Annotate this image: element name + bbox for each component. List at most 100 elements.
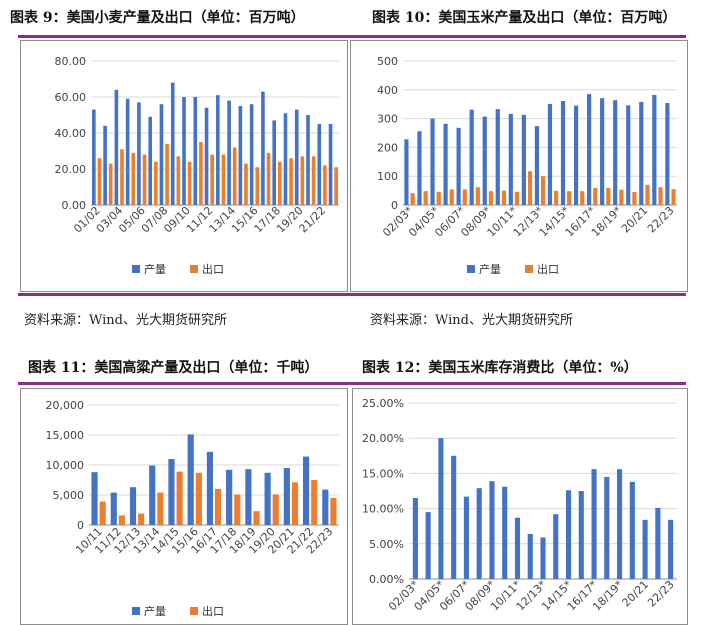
bar-export — [334, 167, 338, 205]
legend-label-export: 出口 — [537, 262, 559, 276]
y-tick-label: 500 — [377, 55, 398, 68]
bar-production — [168, 459, 175, 525]
legend-label-production: 产量 — [144, 262, 166, 276]
bar-production — [604, 476, 610, 579]
y-tick-label: 200 — [377, 141, 398, 154]
top-rule — [18, 35, 686, 38]
y-tick-label: 15.00% — [362, 467, 404, 480]
bar-production — [578, 491, 584, 579]
bar-export — [632, 192, 637, 205]
legend-swatch-production — [132, 265, 140, 273]
y-tick-label: 20.00 — [55, 163, 87, 176]
source-left: 资料来源：Wind、光大期货研究所 — [24, 313, 227, 328]
x-tick-label: 18/19* — [589, 204, 625, 240]
bar-export — [593, 188, 598, 205]
bar-production — [508, 113, 513, 205]
bar-export — [195, 472, 202, 525]
bar-production — [438, 438, 444, 579]
bar-production — [639, 101, 644, 205]
bar-production — [665, 103, 670, 205]
fig9-title: 图表 9：美国小麦产量及出口（单位：百万吨） — [10, 10, 305, 26]
y-tick-label: 10,000 — [46, 459, 85, 472]
bar-export — [253, 511, 260, 525]
bar-export — [606, 188, 611, 205]
bar-production — [527, 533, 533, 579]
bar-production — [617, 469, 623, 579]
bar-export — [221, 154, 226, 205]
bar-export — [99, 501, 106, 525]
legend-swatch-export — [190, 265, 198, 273]
bar-export — [215, 489, 222, 525]
bar-production — [456, 127, 461, 205]
y-tick-label: 80.00 — [55, 55, 87, 68]
bar-export — [541, 176, 546, 205]
bar-production — [573, 105, 579, 205]
bar-production — [193, 97, 198, 205]
y-tick-label: 0.00 — [62, 199, 87, 212]
bar-production — [642, 519, 648, 579]
fig9-chart: 0.00 20.00 40.00 60.00 80.00 01/02 03/04 05/06 0… — [20, 40, 348, 292]
bar-production — [626, 105, 631, 205]
bar-export — [138, 513, 145, 525]
x-tick-label: 22/23 — [645, 204, 677, 236]
bar-export — [234, 494, 241, 525]
bar-production — [182, 97, 186, 205]
bar-production — [629, 481, 635, 579]
x-tick-label: 22/23 — [645, 578, 677, 610]
bar-production — [463, 496, 469, 579]
bar-export — [580, 191, 585, 205]
bar-production — [417, 131, 422, 205]
bar-production — [600, 98, 605, 205]
mid-rule — [18, 293, 686, 296]
bar-export — [311, 156, 316, 205]
legend-label-production: 产量 — [144, 604, 166, 618]
legend-label-production: 产量 — [479, 262, 501, 276]
y-tick-label: 100 — [377, 170, 398, 183]
y-tick-label: 40.00 — [55, 127, 87, 140]
bar-export — [97, 158, 102, 205]
bar-production — [238, 106, 243, 205]
bar-production — [412, 498, 418, 579]
y-tick-label: 5,000 — [53, 489, 85, 502]
y-tick-label: 0 — [391, 199, 398, 212]
bar-production — [149, 465, 156, 525]
bar-export — [436, 191, 441, 205]
bar-production — [469, 109, 474, 205]
fig12-chart: 0.00% 5.00% 10.00% 15.00% 20.00% 25.00% 02/03*… — [352, 388, 688, 625]
bar-production — [482, 116, 487, 205]
bar-export — [199, 142, 203, 205]
bar-production — [668, 519, 674, 579]
bar-production — [294, 109, 299, 205]
bar-production — [206, 451, 213, 525]
bar-export — [278, 161, 282, 205]
bar-production — [317, 124, 322, 205]
bar-production — [283, 113, 288, 205]
bar-export — [232, 147, 237, 205]
bar-export — [658, 187, 663, 205]
y-tick-label: 0 — [77, 519, 84, 532]
bar-production — [476, 488, 482, 579]
bar-production — [495, 109, 500, 205]
bar-production — [91, 472, 98, 525]
bar-production — [560, 101, 566, 205]
bar-export — [176, 471, 183, 525]
bar-production — [227, 100, 231, 205]
bar-export — [289, 158, 293, 205]
fig10-title: 图表 10：美国玉米产量及出口（单位：百万吨） — [372, 10, 677, 26]
fig11-title: 图表 11：美国高粱产量及出口（单位：千吨） — [28, 360, 319, 376]
bar-production — [430, 118, 435, 205]
y-tick-label: 0.00% — [369, 573, 404, 586]
bar-production — [652, 94, 657, 205]
bar-export — [449, 189, 454, 205]
legend-swatch-production — [467, 265, 475, 273]
bar-production — [303, 456, 310, 525]
bar-production — [502, 486, 508, 579]
bar-production — [103, 125, 107, 205]
bar-export — [527, 171, 533, 205]
bar-export — [554, 190, 559, 205]
bar-production — [613, 100, 618, 205]
source-right: 资料来源：Wind、光大期货研究所 — [370, 313, 573, 328]
bar-export — [131, 152, 136, 205]
bar-export — [330, 498, 337, 525]
bar-export — [488, 191, 493, 205]
